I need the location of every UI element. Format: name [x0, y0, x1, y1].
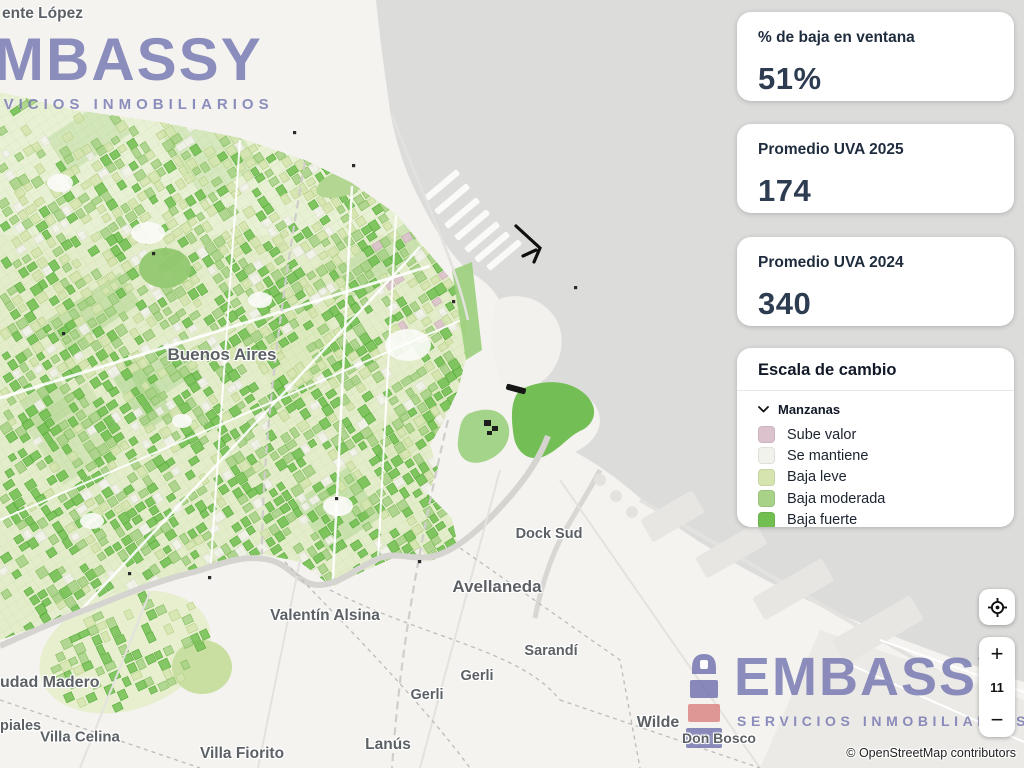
- legend-swatch: [758, 447, 775, 465]
- stat-card-value: 174: [758, 173, 812, 208]
- legend-items: Sube valor Se mantiene Baja leve Baja moder…: [758, 426, 993, 527]
- stat-card-value: 340: [758, 286, 812, 321]
- stat-card-label: % de baja en ventana: [758, 29, 915, 46]
- legend-item-1: Se mantiene: [758, 447, 993, 465]
- legend-layer-toggle[interactable]: Manzanas: [758, 402, 993, 417]
- legend-divider: [737, 390, 1014, 391]
- legend-item-0: Sube valor: [758, 426, 993, 443]
- stat-card-baja-ventana: % de baja en ventana 51%: [737, 12, 1014, 101]
- geolocate-button[interactable]: [979, 589, 1015, 625]
- stat-card-label: Promedio UVA 2025: [758, 141, 904, 158]
- zoom-out-button[interactable]: −: [979, 705, 1015, 735]
- legend-item-label: Sube valor: [787, 426, 857, 443]
- legend-swatch: [758, 468, 775, 486]
- legend-item-label: Se mantiene: [787, 447, 869, 464]
- stat-card-label: Promedio UVA 2024: [758, 254, 904, 271]
- legend-item-4: Baja fuerte: [758, 511, 993, 527]
- chevron-down-icon: [758, 406, 769, 413]
- stat-card-uva-2024: Promedio UVA 2024 340: [737, 237, 1014, 326]
- zoom-level: 11: [990, 679, 1004, 695]
- legend-item-3: Baja moderada: [758, 490, 993, 508]
- legend-item-2: Baja leve: [758, 468, 993, 486]
- geolocate-icon: [987, 597, 1007, 617]
- legend-item-label: Baja fuerte: [787, 512, 858, 527]
- legend-title: Escala de cambio: [758, 361, 897, 379]
- legend-swatch: [758, 511, 775, 527]
- legend-swatch: [758, 426, 775, 443]
- legend-layer-label: Manzanas: [778, 402, 841, 417]
- legend-item-label: Baja leve: [787, 469, 847, 486]
- legend-panel: Escala de cambio Manzanas Sube valor Se m…: [737, 348, 1014, 527]
- osm-attribution-link[interactable]: © OpenStreetMap contributors: [846, 746, 1016, 760]
- zoom-in-button[interactable]: +: [979, 639, 1015, 669]
- legend-swatch: [758, 490, 775, 508]
- legend-item-label: Baja moderada: [787, 490, 886, 507]
- stat-card-uva-2025: Promedio UVA 2025 174: [737, 124, 1014, 213]
- stat-card-value: 51%: [758, 61, 822, 96]
- zoom-control: + 11 −: [979, 637, 1015, 737]
